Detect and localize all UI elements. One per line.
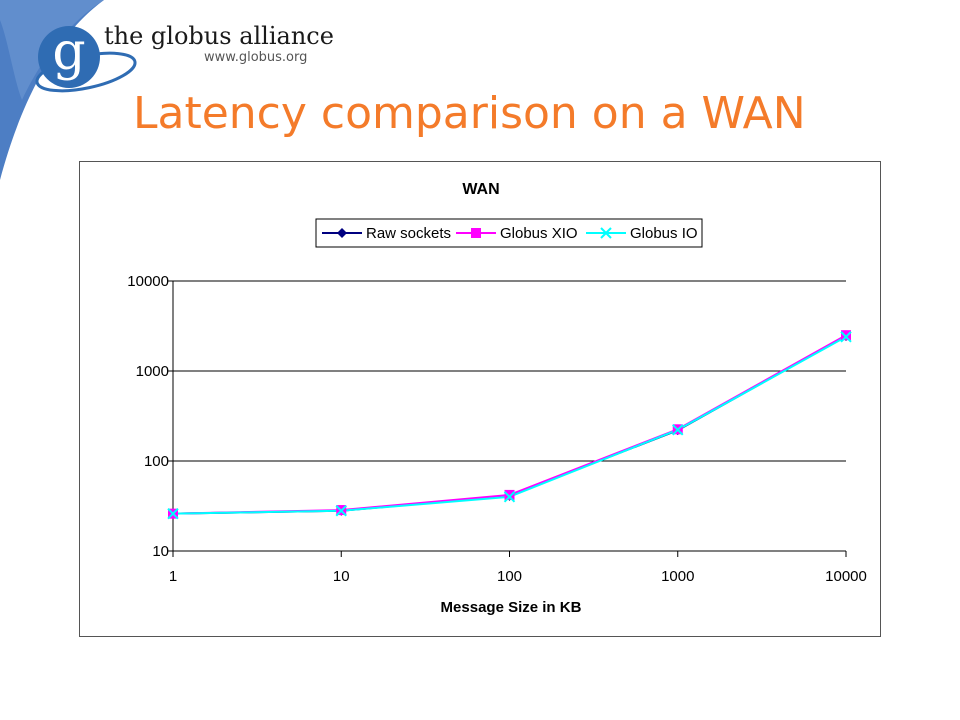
x-tick-label: 1 — [169, 568, 177, 585]
legend-swatch-marker — [471, 228, 481, 238]
data-point — [167, 507, 179, 520]
x-tick-label: 10000 — [825, 568, 867, 585]
latency-chart: WAN Raw sockets Globus XIO Globus IO 10 100… — [127, 181, 867, 616]
legend-entry-2: Globus XIO — [456, 225, 578, 242]
legend-label: Globus IO — [630, 225, 698, 242]
slide-title: Latency comparison on a WAN — [133, 88, 806, 139]
y-tick-label: 10 — [152, 543, 169, 560]
y-tick-label: 1000 — [136, 363, 169, 380]
chart-title: WAN — [462, 181, 499, 198]
series-line-3 — [172, 335, 847, 515]
data-point — [840, 331, 852, 343]
series-line-2 — [172, 334, 847, 515]
legend: Raw sockets Globus XIO Globus IO — [315, 218, 703, 248]
x-tick-label: 1000 — [661, 568, 694, 585]
y-tick-label: 100 — [144, 453, 169, 470]
legend-swatch-marker — [600, 227, 612, 239]
legend-swatch-marker — [337, 228, 347, 238]
x-tick-label: 100 — [497, 568, 522, 585]
legend-box — [315, 218, 703, 248]
x-axis-title: Message Size in KB — [441, 599, 582, 616]
legend-label: Raw sockets — [366, 225, 451, 242]
data-point — [504, 489, 515, 500]
y-tick-label: 10000 — [127, 273, 169, 290]
legend-label: Globus XIO — [500, 225, 578, 242]
corner-swoosh-decoration — [0, 0, 104, 180]
data-point — [335, 505, 347, 517]
logo-letter: g — [52, 22, 86, 82]
chart-frame: WAN Raw sockets Globus XIO Globus IO 10 100… — [79, 161, 881, 637]
legend-entry-3: Globus IO — [586, 225, 698, 242]
x-tick-label: 10 — [333, 568, 350, 585]
org-name: the globus alliance — [104, 22, 334, 50]
data-point — [841, 330, 851, 341]
data-point — [672, 424, 684, 436]
globus-logo: g — [38, 26, 100, 88]
data-point — [503, 491, 516, 503]
legend-entry-1: Raw sockets — [322, 225, 451, 242]
org-url: www.globus.org — [204, 50, 308, 65]
series-line-1 — [172, 335, 847, 515]
